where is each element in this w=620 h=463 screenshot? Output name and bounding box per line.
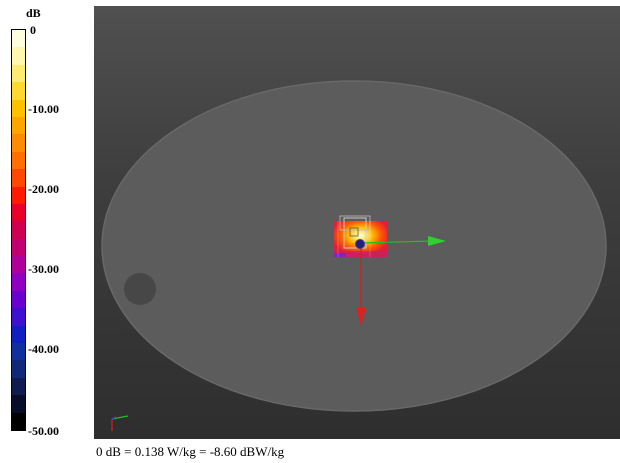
colorbar-segment <box>12 47 25 66</box>
colorbar-segment <box>12 82 25 101</box>
colorbar-segment <box>12 203 25 223</box>
colorbar-segment <box>12 186 25 205</box>
colorbar-tick-label: 0 <box>30 23 36 37</box>
sar-3d-viewport[interactable] <box>94 6 620 439</box>
colorbar-segment <box>12 290 25 310</box>
colorbar-tick-label: -10.00 <box>28 102 59 116</box>
colorbar-segment <box>12 116 25 136</box>
colorbar-segment <box>12 256 25 275</box>
phantom-marker-circle <box>124 273 156 305</box>
colorbar-segment <box>12 377 25 397</box>
colorbar-tick-label: -50.00 <box>28 424 59 438</box>
colorbar <box>11 29 26 431</box>
colorbar-segment <box>12 99 25 118</box>
colorbar-segment <box>12 151 25 171</box>
colorbar-segment <box>12 343 25 362</box>
colorbar-segment <box>12 360 25 379</box>
colorbar-segment <box>12 308 25 327</box>
colorbar-segment <box>12 30 25 49</box>
colorbar-tick-label: -20.00 <box>28 182 59 196</box>
colorbar-segment <box>12 273 25 292</box>
axis-y-red <box>356 246 366 326</box>
colorbar-segment <box>12 221 25 240</box>
colorbar-segment <box>12 325 25 345</box>
orientation-triad <box>111 415 129 431</box>
colorbar-segment <box>12 169 25 188</box>
colorbar-segment <box>12 238 25 258</box>
colorbar-segment <box>12 134 25 153</box>
colorbar-segment <box>12 395 25 414</box>
axis-x-green <box>359 236 446 246</box>
colorbar-tick-label: -30.00 <box>28 262 59 276</box>
caption-normalization: 0 dB = 0.138 W/kg = -8.60 dBW/kg <box>96 444 285 459</box>
origin-marker <box>355 239 365 249</box>
colorbar-unit-label: dB <box>26 6 41 20</box>
colorbar-segment <box>12 412 25 430</box>
scene-svg <box>101 80 607 431</box>
colorbar-tick-label: -40.00 <box>28 342 59 356</box>
colorbar-segment <box>12 64 25 84</box>
